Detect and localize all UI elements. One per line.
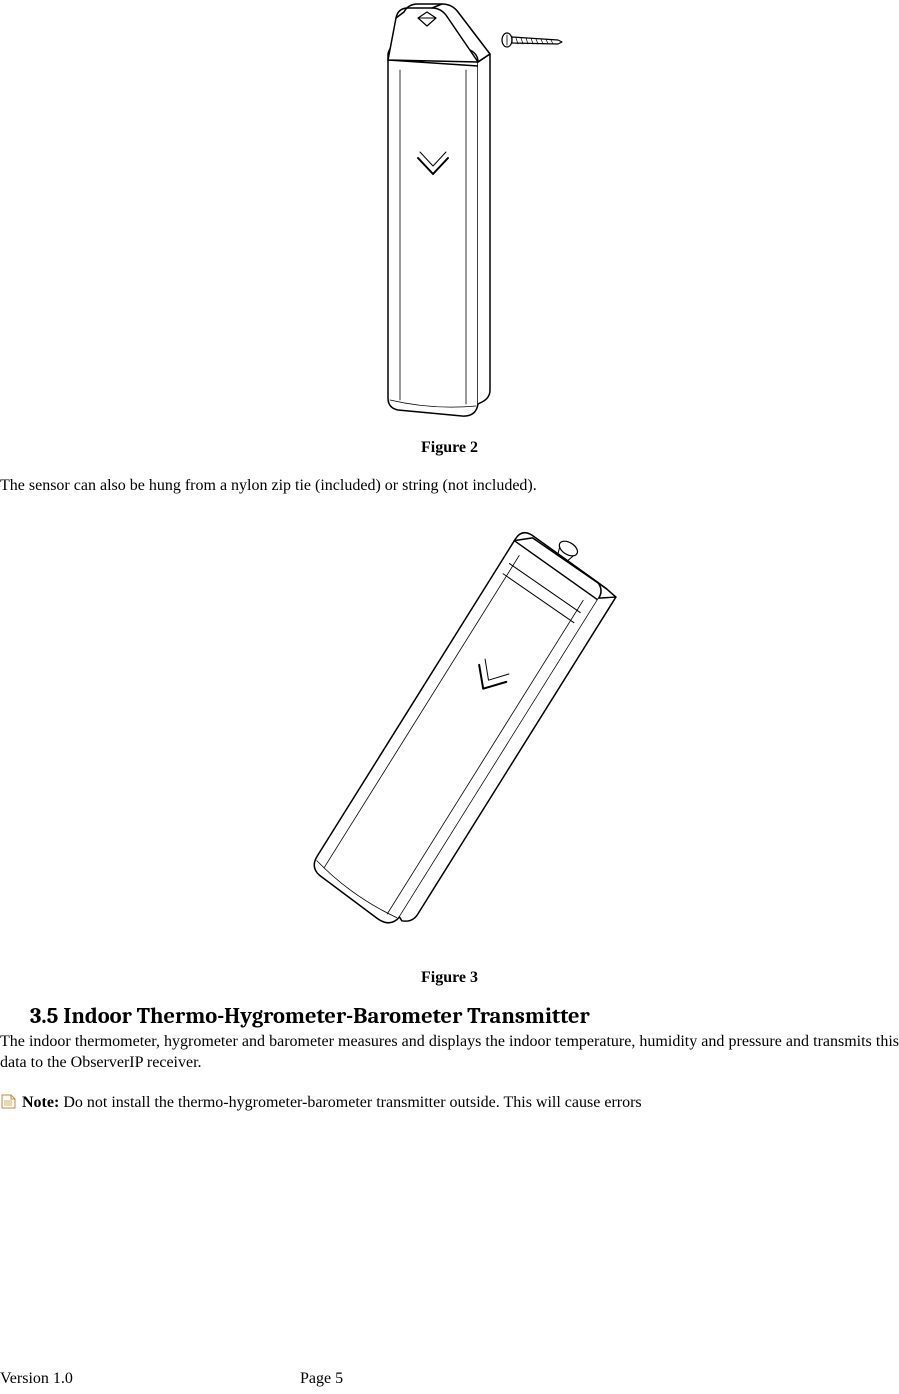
footer-version: Version 1.0 bbox=[0, 1370, 73, 1388]
figure-2-container: Figure 2 bbox=[0, 0, 899, 457]
note-page-icon bbox=[0, 1093, 18, 1110]
figure-3-container: Figure 3 bbox=[0, 515, 899, 987]
document-page: Figure 2 The sensor can also be hung fro… bbox=[0, 0, 899, 1394]
section-title: Indoor Thermo-Hygrometer-Barometer Trans… bbox=[63, 1003, 590, 1029]
figure-3-caption: Figure 3 bbox=[0, 969, 899, 987]
note-label: Note: bbox=[22, 1094, 59, 1111]
figure-2-illustration bbox=[300, 0, 600, 425]
footer-page-number: Page 5 bbox=[300, 1370, 343, 1388]
note-text: Do not install the thermo-hygrometer-bar… bbox=[59, 1094, 641, 1111]
section-body-text: The indoor thermometer, hygrometer and b… bbox=[0, 1031, 899, 1074]
figure-2-caption: Figure 2 bbox=[0, 439, 899, 457]
paragraph-after-fig2: The sensor can also be hung from a nylon… bbox=[0, 475, 899, 497]
note-paragraph: Note: Do not install the thermo-hygromet… bbox=[0, 1092, 899, 1114]
figure-3-illustration bbox=[260, 515, 640, 955]
section-number: 3.5 bbox=[30, 1003, 58, 1029]
section-heading-3-5: 3.5 Indoor Thermo-Hygrometer-Barometer T… bbox=[30, 1003, 899, 1029]
